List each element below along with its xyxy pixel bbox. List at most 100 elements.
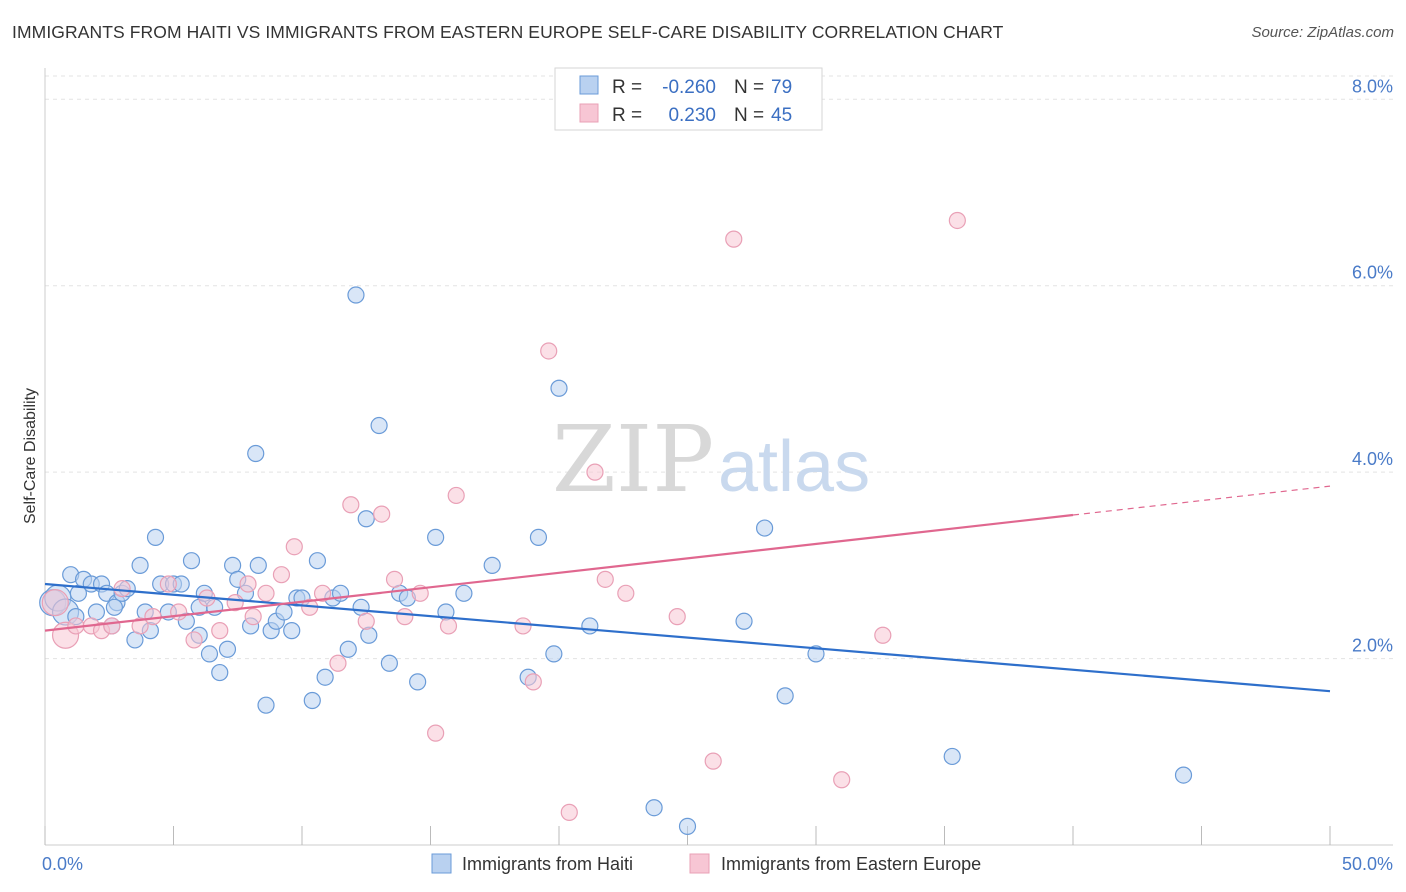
point-s1-32 <box>514 617 532 635</box>
stats-n-value-eastern-europe: 45 <box>771 105 792 126</box>
point-s1-9 <box>159 575 177 593</box>
point-s0-55 <box>380 654 398 672</box>
trend-lines <box>44 485 1331 693</box>
y-tick-label-0: 2.0% <box>1352 636 1393 656</box>
point-s1-16 <box>244 608 262 626</box>
point-s0-49 <box>339 640 357 658</box>
point-s1-26 <box>385 570 404 588</box>
point-s0-53 <box>360 626 378 644</box>
point-s1-29 <box>427 724 445 742</box>
point-s0-65 <box>545 645 563 663</box>
point-s0-45 <box>308 552 327 570</box>
watermark-zip: ZIP <box>552 406 714 513</box>
stats-r-value-eastern-europe: 0.230 <box>668 105 716 126</box>
bottom-legend: Immigrants from Haiti Immigrants from Ea… <box>431 853 981 874</box>
watermark-atlas: atlas <box>718 427 870 507</box>
point-s0-37 <box>257 696 275 714</box>
y-tick-label-1: 4.0% <box>1352 449 1393 469</box>
point-s0-54 <box>370 416 388 435</box>
point-s1-23 <box>342 496 360 514</box>
point-s1-17 <box>257 584 275 602</box>
stats-n-label-haiti: N = <box>734 77 764 98</box>
point-s0-74 <box>943 747 961 766</box>
point-s1-13 <box>211 622 229 640</box>
point-s1-44 <box>948 211 966 230</box>
point-s0-30 <box>218 640 237 658</box>
stats-n-value-haiti: 79 <box>771 77 792 98</box>
point-s0-69 <box>678 817 697 835</box>
point-s0-46 <box>316 668 334 686</box>
trend-line-dashed-s1 <box>1072 485 1331 516</box>
point-s1-41 <box>725 230 743 248</box>
point-s1-15 <box>239 575 257 593</box>
watermark: ZIP atlas <box>552 406 870 513</box>
stats-n-label-eastern-europe: N = <box>734 105 764 126</box>
stats-swatch-haiti <box>579 75 599 95</box>
point-s0-15 <box>131 556 149 574</box>
point-s1-42 <box>833 771 851 789</box>
x-tick-labels: 0.0% 50.0% <box>42 854 1393 874</box>
point-s1-6 <box>113 580 131 598</box>
trend-line-s1 <box>44 513 1074 632</box>
point-s0-58 <box>409 673 427 691</box>
point-s0-50 <box>347 286 365 304</box>
point-s0-44 <box>303 691 321 710</box>
point-s0-66 <box>550 379 568 397</box>
point-s0-72 <box>776 687 794 705</box>
stats-r-value-haiti: -0.260 <box>662 77 716 98</box>
y-tick-labels: 2.0% 4.0% 6.0% 8.0% <box>1352 76 1393 655</box>
point-s0-67 <box>581 617 599 635</box>
point-s0-35 <box>247 444 265 463</box>
stats-legend: R = -0.260 N = 79 R = 0.230 N = 45 <box>554 67 823 131</box>
point-s0-68 <box>645 799 663 817</box>
point-s1-35 <box>560 803 578 821</box>
stats-r-label-eastern-europe: R = <box>612 105 642 126</box>
point-s1-43 <box>874 626 892 644</box>
point-s0-18 <box>146 528 165 546</box>
x-tick-label-1: 50.0% <box>1342 854 1393 874</box>
point-s1-40 <box>704 752 722 770</box>
legend-swatch-haiti <box>431 853 452 874</box>
point-s1-18 <box>272 566 291 584</box>
point-s0-41 <box>283 622 301 640</box>
axes <box>44 68 1393 846</box>
point-s1-27 <box>396 608 414 626</box>
point-s1-5 <box>103 617 121 635</box>
point-s1-24 <box>357 612 375 630</box>
point-s1-36 <box>586 463 604 481</box>
point-s1-11 <box>185 631 203 649</box>
point-s1-0 <box>41 589 69 617</box>
point-s0-77 <box>105 598 123 616</box>
point-s1-38 <box>617 584 635 602</box>
point-s1-7 <box>131 617 149 635</box>
trend-line-s0 <box>44 582 1331 693</box>
point-s1-21 <box>313 584 332 602</box>
point-s1-31 <box>447 486 465 505</box>
point-s0-27 <box>200 645 219 663</box>
point-s1-10 <box>170 603 188 621</box>
legend-swatch-eastern-europe <box>689 853 710 874</box>
y-axis-label: Self-Care Disability <box>22 388 39 524</box>
point-s0-70 <box>735 612 753 630</box>
point-s1-33 <box>524 673 542 691</box>
y-tick-label-2: 6.0% <box>1352 263 1393 283</box>
x-tick-label-0: 0.0% <box>42 854 83 874</box>
stats-swatch-eastern-europe <box>579 103 599 123</box>
point-s1-37 <box>596 570 614 588</box>
legend-label-haiti: Immigrants from Haiti <box>462 854 633 874</box>
point-s0-62 <box>483 556 501 574</box>
point-s1-39 <box>668 608 686 626</box>
point-s1-30 <box>439 617 458 635</box>
point-s0-52 <box>357 510 375 528</box>
source-credit: Source: ZipAtlas.com <box>1251 24 1394 41</box>
point-s0-71 <box>755 519 774 537</box>
point-s1-22 <box>329 654 347 672</box>
point-s0-73 <box>807 645 825 663</box>
legend-label-eastern-europe: Immigrants from Eastern Europe <box>721 854 981 874</box>
chart-title: IMMIGRANTS FROM HAITI VS IMMIGRANTS FROM… <box>12 22 1004 42</box>
point-s1-19 <box>285 538 303 556</box>
point-s1-34 <box>540 342 558 360</box>
point-s0-40 <box>275 603 293 621</box>
point-s0-61 <box>455 584 473 602</box>
